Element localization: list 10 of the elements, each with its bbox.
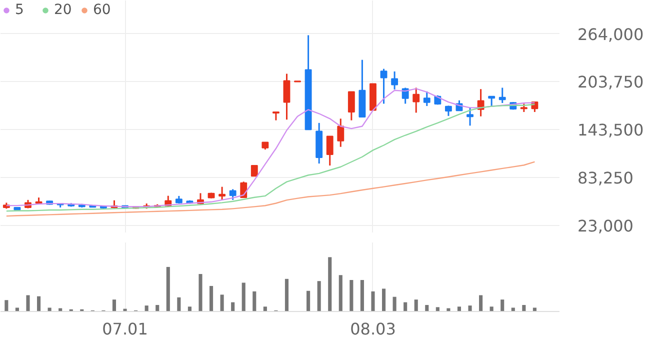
legend-label: 20 (54, 2, 73, 18)
y-tick-label: 203,750 (578, 72, 644, 92)
y-tick-label: 143,500 (578, 120, 644, 140)
x-tick-label: 08.03 (350, 320, 396, 337)
y-tick-label: 83,250 (578, 168, 634, 188)
legend-label: 5 (15, 2, 25, 18)
y-tick-label: 23,000 (578, 216, 634, 236)
x-tick-label: 07.01 (102, 320, 148, 337)
legend-label: 60 (93, 2, 112, 18)
y-tick-label: 264,000 (578, 24, 644, 44)
